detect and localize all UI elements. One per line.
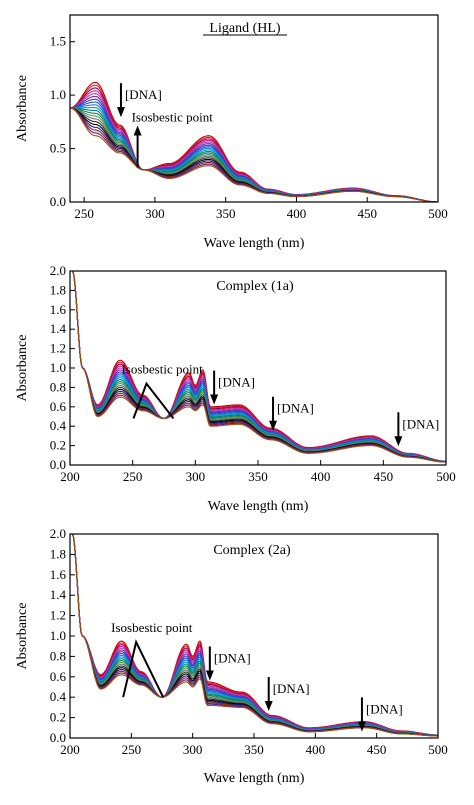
x-axis-label: Wave length (nm) — [204, 771, 305, 786]
annotation-dna: [DNA] — [214, 650, 251, 665]
y-tick-label: 0.6 — [50, 669, 67, 684]
annotation-arrowhead — [116, 107, 125, 118]
y-tick-label: 1.0 — [50, 87, 66, 102]
annotation-arrowhead — [210, 394, 219, 405]
y-tick-label: 0.0 — [50, 730, 66, 745]
x-tick-label: 500 — [428, 206, 448, 221]
y-axis-label: Absorbance — [15, 75, 30, 142]
y-tick-label: 1.6 — [50, 302, 67, 317]
x-tick-label: 500 — [428, 742, 448, 757]
y-tick-label: 0.5 — [50, 141, 66, 156]
series-group — [70, 271, 446, 463]
annotation-arrowhead — [357, 721, 366, 732]
x-tick-label: 300 — [183, 742, 203, 757]
x-tick-label: 300 — [186, 469, 206, 484]
spectrum-line — [70, 534, 438, 737]
annotation-isosbestic: Isosbestic point — [111, 620, 193, 635]
x-axis-label: Wave length (nm) — [208, 499, 309, 514]
x-tick-label: 350 — [244, 742, 264, 757]
annotation-dna: [DNA] — [402, 416, 439, 431]
series-group — [70, 81, 438, 202]
annotation-isosbestic: Isosbestic point — [121, 362, 203, 377]
y-tick-label: 1.0 — [50, 628, 66, 643]
annotation-arrowhead — [133, 125, 142, 136]
y-tick-label: 0.4 — [50, 418, 67, 433]
annotation-arrowhead — [205, 670, 214, 681]
y-tick-label: 0.8 — [50, 648, 66, 663]
y-tick-label: 1.2 — [50, 341, 66, 356]
x-tick-label: 450 — [357, 206, 377, 221]
annotation-arrow — [122, 639, 165, 698]
chart-panel-3: 200 250 300 350 400 450 500 0.0 0.2 0.4 0.6 0.8 1.0 1… — [15, 526, 448, 786]
y-tick-label: 1.8 — [50, 546, 66, 561]
y-axis-label: Absorbance — [15, 603, 30, 670]
x-tick-label: 200 — [60, 742, 80, 757]
y-tick-label: 1.4 — [50, 587, 67, 602]
annotation-arrowhead — [264, 701, 273, 712]
y-tick-label: 0.2 — [50, 438, 66, 453]
annotation-dna: [DNA] — [125, 87, 162, 102]
x-tick-label: 400 — [287, 206, 307, 221]
annotation-arrowhead — [269, 420, 278, 431]
chart-panel-2: 200 250 300 350 400 450 500 0.0 0.2 0.4 0.6 0.8 1.0 1… — [15, 263, 456, 514]
annotation-arrow — [132, 381, 175, 420]
x-tick-label: 400 — [306, 742, 326, 757]
annotation-isosbestic: Isosbestic point — [132, 110, 214, 125]
y-tick-label: 1.5 — [50, 34, 66, 49]
plot-frame — [69, 14, 439, 203]
y-tick-label: 1.4 — [50, 321, 67, 336]
x-tick-label: 250 — [74, 206, 94, 221]
x-axis-label: Wave length (nm) — [204, 236, 305, 251]
spectrum-line — [70, 271, 446, 463]
y-tick-label: 0.0 — [50, 457, 66, 472]
x-tick-label: 450 — [374, 469, 394, 484]
y-tick-label: 0.6 — [50, 399, 67, 414]
x-tick-label: 450 — [367, 742, 387, 757]
y-tick-label: 2.0 — [50, 263, 66, 278]
x-tick-label: 250 — [123, 469, 143, 484]
y-tick-label: 0.2 — [50, 710, 66, 725]
chart-panel-1: 250 300 350 400 450 500 0.0 0.5 1.0 1.5 Wave lengt… — [15, 14, 448, 251]
x-tick-label: 500 — [436, 469, 456, 484]
y-tick-label: 1.6 — [50, 567, 67, 582]
annotation-dna: [DNA] — [366, 701, 403, 716]
y-tick-label: 0.0 — [50, 194, 66, 209]
annotation-dna: [DNA] — [273, 681, 310, 696]
x-tick-label: 200 — [60, 469, 80, 484]
x-tick-label: 350 — [248, 469, 268, 484]
annotation-dna: [DNA] — [218, 375, 255, 390]
y-tick-label: 0.8 — [50, 379, 66, 394]
y-tick-label: 0.4 — [50, 689, 67, 704]
x-tick-label: 350 — [216, 206, 236, 221]
spectrum-line — [70, 107, 438, 202]
annotation-dna: [DNA] — [277, 401, 314, 416]
y-tick-label: 1.0 — [50, 360, 66, 375]
y-axis-label: Absorbance — [15, 335, 30, 402]
y-tick-label: 1.2 — [50, 608, 66, 623]
annotation-arrowhead — [394, 436, 403, 447]
chart-title: Ligand (HL) — [209, 21, 280, 36]
chart-title: Complex (1a) — [216, 279, 294, 294]
x-tick-label: 300 — [145, 206, 165, 221]
y-tick-label: 1.8 — [50, 282, 66, 297]
y-tick-label: 2.0 — [50, 526, 66, 541]
chart-title: Complex (2a) — [213, 543, 291, 558]
x-tick-label: 400 — [311, 469, 331, 484]
x-tick-label: 250 — [122, 742, 142, 757]
